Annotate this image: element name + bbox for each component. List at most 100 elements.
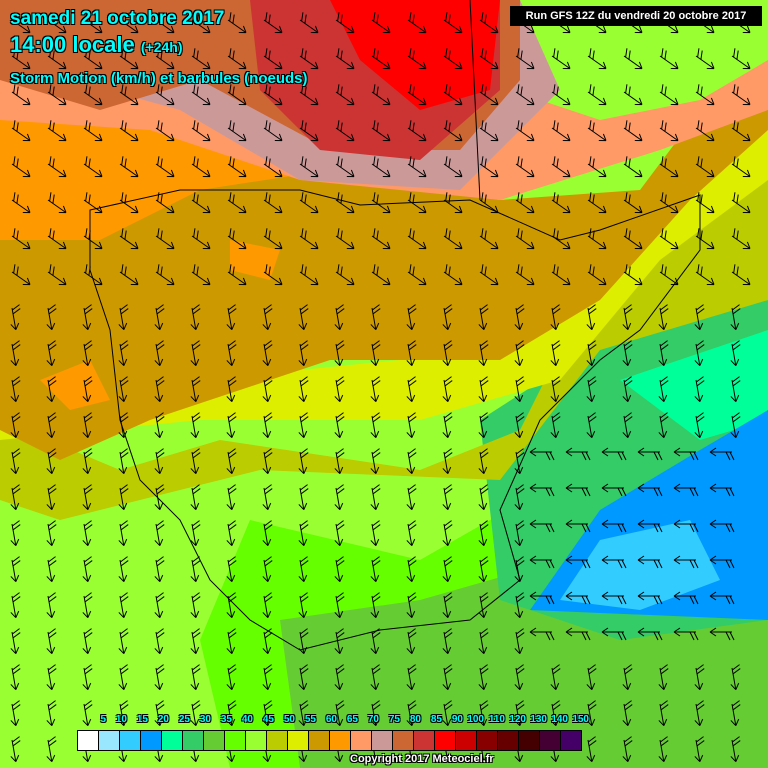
wind-barb: [407, 228, 427, 250]
wind-barb: [514, 376, 525, 403]
wind-barb: [371, 228, 391, 250]
wind-barb: [11, 228, 31, 250]
wind-barb: [623, 264, 643, 286]
wind-barb: [370, 376, 381, 403]
wind-barb: [658, 700, 669, 727]
wind-barb: [335, 120, 355, 142]
wind-barb: [551, 84, 571, 106]
wind-barb: [658, 304, 669, 331]
color-scale-legend: 5 10 15 20 25 30 35 40 45 50 55 60 65 70 75 80 85 90 100 11…: [77, 714, 589, 751]
wind-barb: [601, 519, 627, 533]
wind-barb: [658, 664, 669, 691]
wind-barb: [298, 412, 309, 439]
wind-barb: [334, 700, 345, 727]
wind-barb: [622, 736, 633, 763]
wind-barb: [551, 192, 571, 214]
wind-barb: [10, 340, 21, 367]
wind-barb: [514, 448, 525, 475]
wind-barb: [298, 556, 309, 583]
wind-barb: [226, 448, 237, 475]
wind-barb: [622, 700, 633, 727]
wind-barb: [10, 376, 21, 403]
wind-barb: [262, 412, 273, 439]
wind-barb: [262, 556, 273, 583]
legend-label: 75: [388, 714, 400, 725]
wind-barb: [637, 591, 663, 605]
wind-barb: [709, 591, 735, 605]
wind-barb: [298, 448, 309, 475]
legend-swatch: 130: [519, 714, 547, 750]
wind-barb: [10, 736, 21, 763]
wind-barb: [586, 304, 597, 331]
wind-barb: [370, 340, 381, 367]
wind-barb: [154, 592, 165, 619]
wind-barb: [694, 412, 705, 439]
wind-barb: [154, 448, 165, 475]
wind-barb: [10, 304, 21, 331]
wind-barb: [478, 376, 489, 403]
wind-barb: [82, 484, 93, 511]
wind-barb: [370, 520, 381, 547]
legend-swatch: 30: [183, 714, 211, 750]
wind-barb: [118, 628, 129, 655]
wind-barb: [82, 520, 93, 547]
wind-barb: [47, 84, 67, 106]
wind-barb: [659, 156, 679, 178]
wind-barb: [587, 84, 607, 106]
legend-swatch: 50: [267, 714, 295, 750]
wind-barb: [227, 156, 247, 178]
wind-barb: [479, 12, 499, 34]
wind-barb: [46, 628, 57, 655]
wind-barb: [478, 556, 489, 583]
wind-barb: [695, 264, 715, 286]
legend-swatch: 65: [330, 714, 358, 750]
wind-barb: [659, 192, 679, 214]
legend-swatch: 35: [204, 714, 232, 750]
wind-barb: [46, 520, 57, 547]
wind-barb: [478, 340, 489, 367]
legend-label: 30: [199, 714, 211, 725]
wind-barb: [479, 264, 499, 286]
legend-label: 110: [488, 714, 505, 725]
wind-barb: [298, 628, 309, 655]
legend-label: 150: [572, 714, 589, 725]
legend-label: 100: [467, 714, 484, 725]
wind-barb: [443, 84, 463, 106]
wind-barb: [694, 664, 705, 691]
wind-barb: [83, 120, 103, 142]
wind-barb: [442, 556, 453, 583]
wind-barb: [709, 519, 735, 533]
wind-barb: [335, 228, 355, 250]
wind-barb: [46, 700, 57, 727]
legend-swatch: 45: [246, 714, 274, 750]
wind-barb: [10, 700, 21, 727]
wind-barb: [263, 156, 283, 178]
wind-barb: [191, 48, 211, 70]
wind-barb: [83, 192, 103, 214]
wind-barb: [227, 120, 247, 142]
wind-barb: [46, 736, 57, 763]
wind-barb: [731, 228, 751, 250]
wind-barb: [10, 664, 21, 691]
wind-barb: [442, 376, 453, 403]
wind-barb: [443, 48, 463, 70]
wind-barb: [443, 156, 463, 178]
wind-barb: [119, 228, 139, 250]
wind-barb: [731, 192, 751, 214]
legend-swatch: 80: [393, 714, 421, 750]
wind-barb: [730, 376, 741, 403]
legend-label: 60: [325, 714, 337, 725]
wind-barb: [263, 48, 283, 70]
wind-barb: [334, 628, 345, 655]
wind-barb: [443, 120, 463, 142]
wind-barb: [529, 483, 555, 497]
wind-barb: [191, 192, 211, 214]
wind-barb: [695, 120, 715, 142]
coastline: [89, 0, 701, 651]
wind-barb: [550, 412, 561, 439]
wind-barb: [262, 628, 273, 655]
wind-barb: [586, 736, 597, 763]
wind-barb: [478, 700, 489, 727]
wind-barb: [730, 664, 741, 691]
wind-barb: [550, 376, 561, 403]
